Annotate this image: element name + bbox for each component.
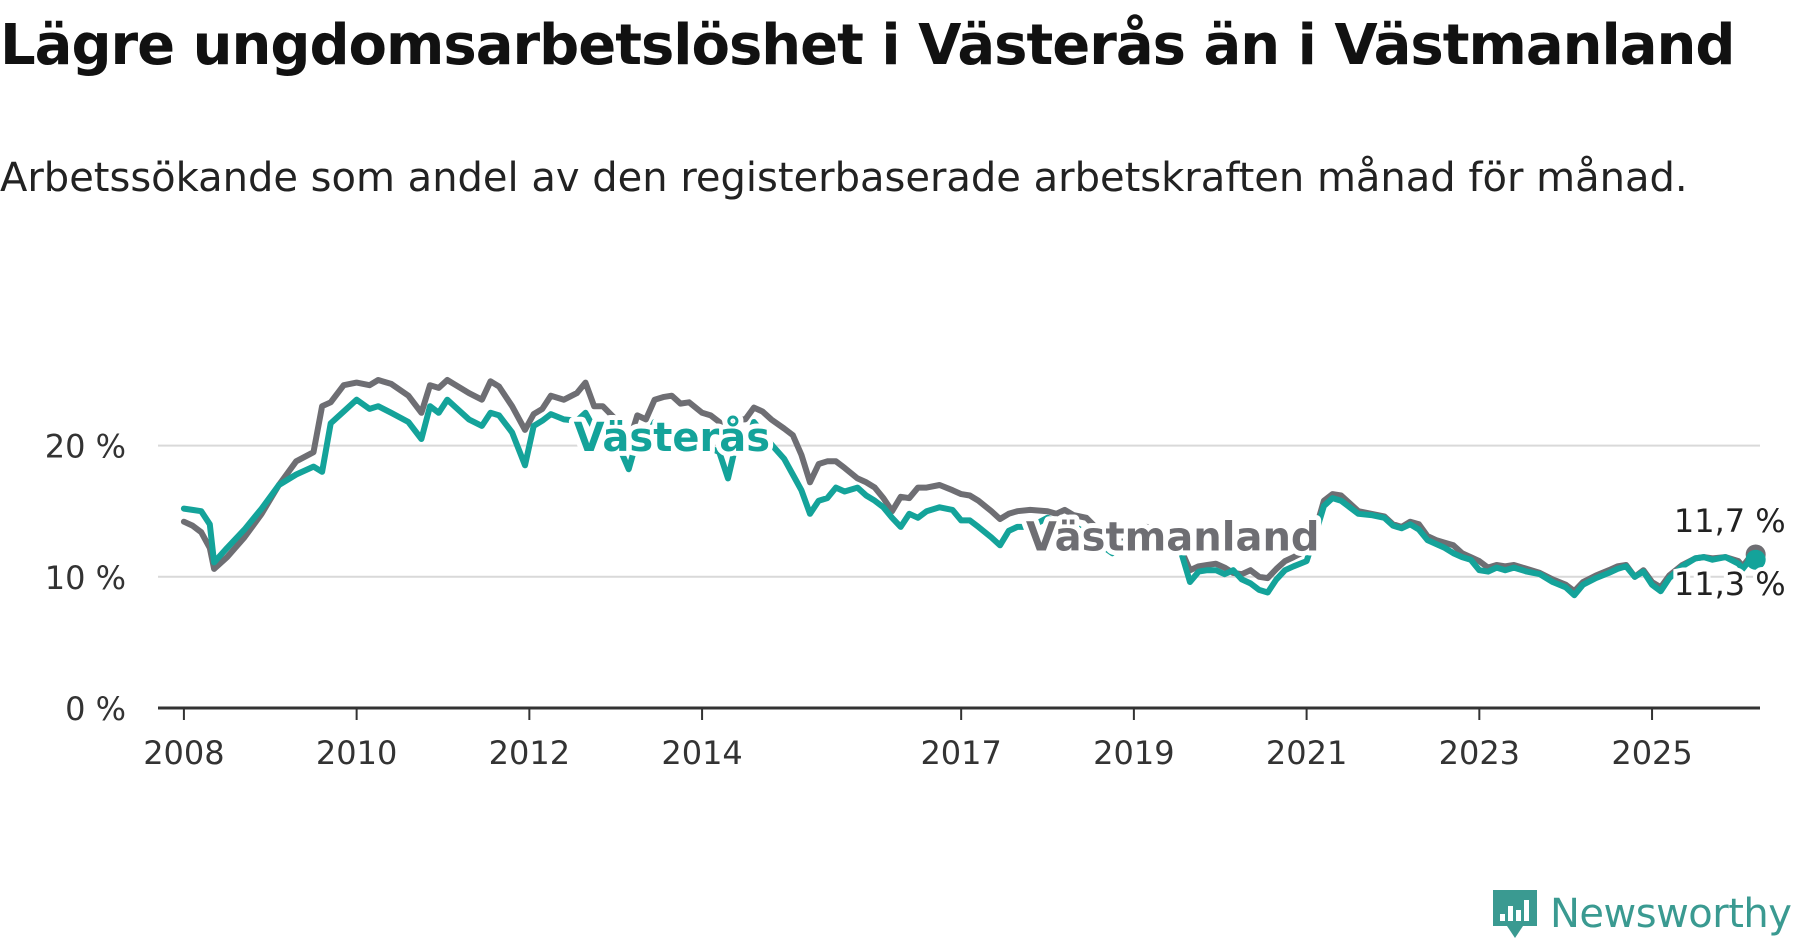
x-tick-label: 2021 bbox=[1266, 734, 1347, 772]
x-tick-label: 2025 bbox=[1611, 734, 1692, 772]
y-tick-label: 0 % bbox=[65, 690, 126, 728]
newsworthy-logo-icon bbox=[1493, 890, 1537, 938]
brand-name: Newsworthy bbox=[1550, 891, 1792, 937]
x-tick-label: 2017 bbox=[920, 734, 1001, 772]
series-lines bbox=[180, 377, 1759, 599]
series-name-label: Västmanland bbox=[1026, 515, 1320, 561]
chart-subtitle: Arbetssökande som andel av den registerb… bbox=[0, 155, 1688, 201]
series-line bbox=[180, 377, 1759, 595]
y-tick-label: 20 % bbox=[45, 428, 126, 466]
chart-title: Lägre ungdomsarbetslöshet i Västerås än … bbox=[0, 13, 1735, 78]
series-labels: Västerås Västmanland 11,7 % 11,3 % bbox=[569, 409, 1790, 607]
series-end-dot bbox=[1745, 549, 1766, 570]
brand: Newsworthy bbox=[1490, 886, 1792, 942]
x-tick-label: 2012 bbox=[489, 734, 570, 772]
series-name-label: Västerås bbox=[574, 414, 770, 461]
x-tick-label: 2008 bbox=[143, 734, 224, 772]
axes: 0 % 10 % 20 % 2008 2010 2012 2014 2017 2019 2021 2… bbox=[45, 428, 1760, 772]
y-tick-label: 10 % bbox=[45, 559, 126, 597]
x-tick-label: 2010 bbox=[316, 734, 397, 772]
x-tick-label: 2023 bbox=[1439, 734, 1520, 772]
series-end-label: 11,7 % bbox=[1674, 502, 1786, 540]
series-end-label: 11,3 % bbox=[1674, 565, 1786, 603]
x-tick-label: 2014 bbox=[661, 734, 742, 772]
series-line bbox=[180, 396, 1759, 599]
x-tick-label: 2019 bbox=[1093, 734, 1174, 772]
gridlines bbox=[158, 444, 1760, 578]
